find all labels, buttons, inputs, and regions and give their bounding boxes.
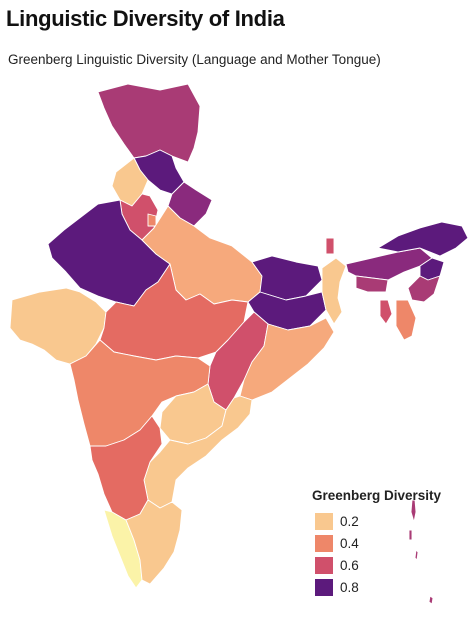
region-west-bengal[interactable] — [321, 257, 347, 325]
region-tamil-nadu[interactable] — [125, 499, 183, 585]
region-odisha[interactable] — [239, 317, 335, 401]
legend-label: 0.2 — [340, 513, 359, 529]
map-subtitle: Greenberg Linguistic Diversity (Language… — [8, 52, 381, 67]
legend-swatch — [315, 512, 333, 530]
region-karnataka[interactable] — [89, 415, 163, 521]
region-jammu-kashmir[interactable] — [97, 83, 201, 163]
legend-swatch — [315, 556, 333, 574]
region-sikkim[interactable] — [325, 237, 335, 255]
region-andaman-islands[interactable] — [408, 499, 434, 605]
legend-label: 0.4 — [340, 535, 359, 551]
region-delhi[interactable] — [147, 213, 157, 227]
legend-item: 0.8 — [315, 577, 462, 597]
legend-label: 0.8 — [340, 579, 359, 595]
region-manipur[interactable] — [407, 275, 441, 303]
legend-item: 0.2 — [315, 511, 462, 531]
region-mizoram[interactable] — [395, 299, 417, 341]
legend-swatch — [315, 578, 333, 596]
region-meghalaya[interactable] — [355, 275, 389, 293]
map-title: Linguistic Diversity of India — [6, 6, 285, 31]
region-assam[interactable] — [345, 247, 433, 281]
region-tripura[interactable] — [379, 299, 393, 325]
legend-label: 0.6 — [340, 557, 359, 573]
legend-title: Greenberg Diversity — [312, 488, 442, 503]
legend: Greenberg Diversity 0.2 0.4 0.6 0.8 — [312, 488, 462, 599]
legend-item: 0.4 — [315, 533, 462, 553]
region-bihar[interactable] — [251, 255, 323, 301]
region-arunachal-pradesh[interactable] — [377, 221, 469, 257]
legend-item: 0.6 — [315, 555, 462, 575]
legend-swatch — [315, 534, 333, 552]
